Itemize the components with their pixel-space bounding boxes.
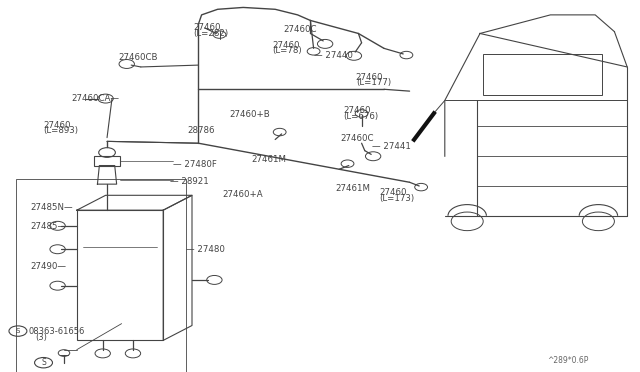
Text: 08363-61656: 08363-61656	[29, 327, 85, 336]
Text: — 27441: — 27441	[372, 142, 412, 151]
Text: 27461M: 27461M	[251, 155, 286, 164]
Bar	[483, 54, 602, 95]
Text: — 27480: — 27480	[186, 245, 225, 254]
Bar	[16, 179, 186, 372]
Text: (L=676): (L=676)	[343, 112, 378, 121]
Bar	[94, 156, 120, 166]
Text: (L=173): (L=173)	[380, 194, 415, 203]
Text: 27460+B: 27460+B	[229, 110, 270, 119]
Text: (3): (3)	[35, 333, 47, 341]
Text: — 27440: — 27440	[314, 51, 353, 60]
Text: ^289*0.6P: ^289*0.6P	[547, 356, 589, 365]
Text: 27460: 27460	[380, 188, 407, 197]
Text: 27461M: 27461M	[335, 185, 371, 193]
Text: S: S	[16, 328, 20, 334]
Text: 27485—: 27485—	[31, 222, 67, 231]
Text: S: S	[41, 358, 46, 367]
Text: 27460: 27460	[343, 106, 371, 115]
Text: (L=893): (L=893)	[44, 126, 79, 135]
Text: — 27480F: — 27480F	[173, 160, 217, 169]
Text: 27485N—: 27485N—	[31, 203, 74, 212]
Text: 27460C: 27460C	[340, 134, 374, 143]
Text: 27460: 27460	[193, 23, 221, 32]
Text: — 28921: — 28921	[170, 177, 209, 186]
Text: 27460: 27460	[44, 121, 71, 130]
Text: 27460: 27460	[356, 73, 383, 82]
Text: (L=282): (L=282)	[193, 29, 228, 38]
Bar	[77, 210, 163, 340]
Text: 27460CA—: 27460CA—	[72, 94, 120, 103]
Text: 28786: 28786	[188, 126, 215, 135]
Text: 27460CB: 27460CB	[118, 53, 158, 62]
Text: 27460+A: 27460+A	[223, 190, 263, 199]
Text: (L=78): (L=78)	[272, 46, 301, 55]
Text: (L=177): (L=177)	[356, 78, 391, 87]
Text: 27460C: 27460C	[284, 25, 317, 33]
Text: 27490—: 27490—	[31, 262, 67, 271]
Text: 27460: 27460	[272, 41, 300, 50]
